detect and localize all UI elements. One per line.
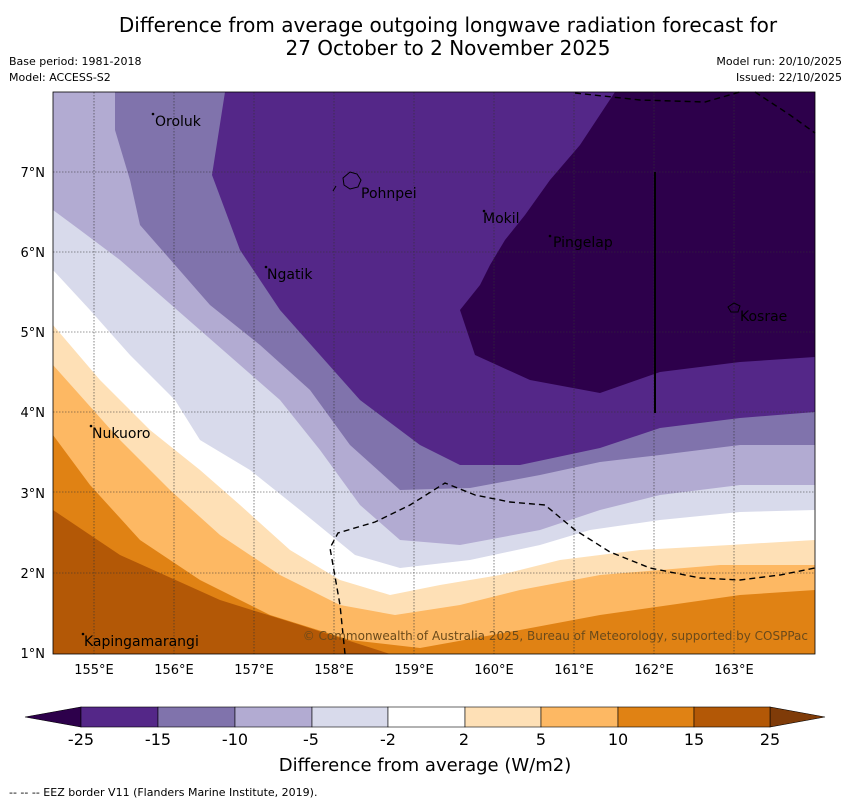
lat-tick-7: 7°N [21,166,46,181]
colorbar-swatch-8 [617,706,695,728]
lon-ticks: 155°E 156°E 157°E 158°E 159°E 160°E 161°… [74,663,754,678]
lat-tick-5: 5°N [21,326,46,341]
lat-tick-6: 6°N [21,246,46,261]
pohnpei-island [342,171,362,190]
lat-tick-4: 4°N [21,406,46,421]
place-oroluk: Oroluk [155,114,202,130]
colorbar-label: -15 [145,730,171,749]
colorbar-swatch-7 [540,706,619,728]
place-kapingamarangi: Kapingamarangi [84,634,199,650]
lon-tick-157: 157°E [234,663,274,678]
lon-tick-156: 156°E [154,663,194,678]
model-run: Model run: 20/10/2025 [716,55,842,68]
colorbar-swatch-3 [234,706,313,728]
kosrae-island [727,302,741,313]
lon-tick-163: 163°E [714,663,754,678]
colorbar: -25 -15 -10 -5 -2 2 5 10 15 25 [24,706,826,749]
colorbar-label: 2 [459,730,469,749]
eez-border [329,91,816,655]
lon-tick-162: 162°E [634,663,674,678]
place-pohnpei: Pohnpei [361,186,417,202]
map-title: Difference from average outgoing longwav… [0,14,850,60]
map-frame [52,91,816,655]
lat-tick-3: 3°N [21,487,46,502]
colorbar-label: 15 [684,730,704,749]
colorbar-label: -2 [380,730,396,749]
colorbar-label: 10 [608,730,628,749]
colorbar-label: 5 [536,730,546,749]
lat-tick-1: 1°N [21,647,46,662]
colorbar-swatch-2 [157,706,236,728]
contour-fields [53,92,815,654]
colorbar-title: Difference from average (W/m2) [278,755,572,776]
lat-tick-2: 2°N [21,567,46,582]
base-period: Base period: 1981-2018 [9,55,142,68]
colorbar-swatch-1 [80,706,159,728]
model-name: Model: ACCESS-S2 [9,71,111,84]
colorbar-swatch-9 [693,706,771,728]
place-mokil: Mokil [483,211,520,227]
title-line-2: 27 October to 2 November 2025 [285,36,611,60]
issued-date: Issued: 22/10/2025 [735,71,842,84]
colorbar-label: -5 [303,730,319,749]
place-ngatik: Ngatik [267,267,313,283]
colorbar-swatch-5 [387,706,466,728]
title-line-1: Difference from average outgoing longwav… [118,13,778,37]
place-kosrae: Kosrae [740,309,787,325]
islands [81,112,741,636]
colorbar-label: -10 [222,730,248,749]
copyright-text: © Commonwealth of Australia 2025, Bureau… [303,629,808,643]
lon-tick-160: 160°E [474,663,514,678]
place-pingelap: Pingelap [553,235,613,251]
colorbar-swatch-6 [464,706,542,728]
lat-ticks: 7°N 6°N 5°N 4°N 3°N 2°N 1°N [21,166,46,662]
band-below-minus25 [460,92,815,393]
meta-right: Model run: 20/10/2025 Issued: 22/10/2025 [716,54,842,86]
colorbar-swatch-4 [311,706,389,728]
grid-lines [53,92,815,654]
colorbar-label: -25 [68,730,94,749]
eez-footnote: -- -- -- EEZ border V11 (Flanders Marine… [9,786,318,799]
colorbar-arrow-high [769,706,826,728]
place-nukuoro: Nukuoro [92,426,150,442]
lon-tick-155: 155°E [74,663,114,678]
lon-tick-161: 161°E [554,663,594,678]
lon-tick-159: 159°E [394,663,434,678]
colorbar-label: 25 [760,730,780,749]
colorbar-arrow-low [24,706,82,728]
meta-left: Base period: 1981-2018 Model: ACCESS-S2 [9,54,141,86]
lon-tick-158: 158°E [314,663,354,678]
